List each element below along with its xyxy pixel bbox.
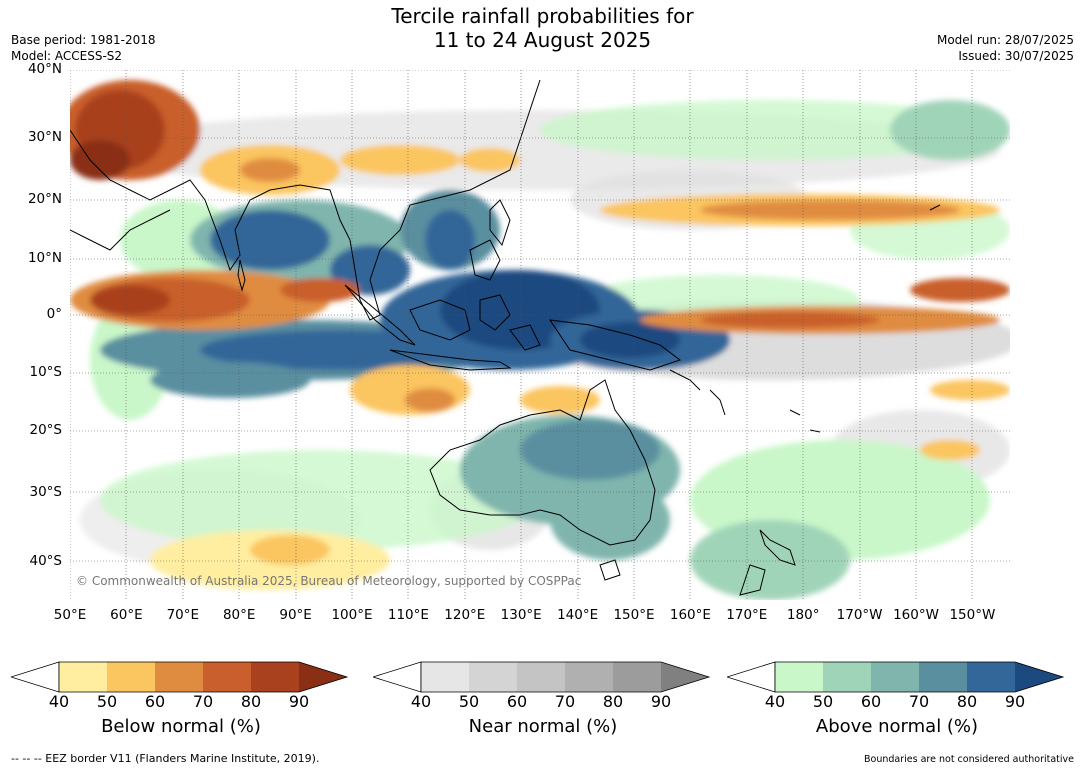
colorbar-segment	[203, 662, 251, 692]
colorbar-max-extend	[299, 662, 347, 692]
title-line-2: 11 to 24 August 2025	[433, 28, 652, 52]
colorbar-tick-label: 60	[144, 692, 166, 711]
colorbar-segment	[613, 662, 661, 692]
colorbar: 40 50 60 70 80 90 Near normal (%)	[371, 660, 713, 737]
colorbar-tick-label: 80	[956, 692, 978, 711]
copyright-note: © Commonwealth of Australia 2025, Bureau…	[76, 574, 582, 588]
colorbar-title: Below normal (%)	[101, 716, 261, 737]
colorbar-tick-label: 40	[764, 692, 786, 711]
colorbar-segment	[59, 662, 107, 692]
colorbar-segment	[517, 662, 565, 692]
colorbar-tick-label: 60	[506, 692, 528, 711]
lon-label: 60°E	[110, 607, 143, 623]
colorbar-segment	[155, 662, 203, 692]
chart-title: Tercile rainfall probabilities for 11 to…	[0, 4, 1085, 52]
colorbar-segment	[919, 662, 967, 692]
lon-label: 70°E	[166, 607, 200, 623]
colorbar-tick-label: 80	[240, 692, 262, 711]
lat-label: 30°S	[29, 484, 63, 500]
lon-label: 80°E	[222, 607, 256, 623]
title-line-1: Tercile rainfall probabilities for	[391, 4, 694, 28]
colorbar: 40 50 60 70 80 90 Above normal (%)	[725, 660, 1067, 737]
gridlines	[70, 70, 1010, 600]
lat-label: 30°N	[27, 129, 62, 145]
lon-label: 180°	[786, 607, 820, 623]
coastlines	[70, 79, 941, 596]
colorbar-tick-label: 40	[48, 692, 70, 711]
colorbar-tick-label: 50	[96, 692, 118, 711]
colorbar-title: Above normal (%)	[815, 716, 979, 737]
colorbar-max-extend	[1015, 662, 1063, 692]
lon-label: 110°E	[387, 607, 429, 623]
meta-left: Base period: 1981-2018 Model: ACCESS-S2	[11, 32, 156, 64]
lat-label: 40°S	[29, 553, 63, 569]
colorbar-segment	[565, 662, 613, 692]
lat-label: 20°S	[29, 422, 63, 438]
colorbar-min-extend	[725, 661, 776, 693]
colorbar-tick-label: 40	[410, 692, 432, 711]
model-text: Model: ACCESS-S2	[11, 49, 123, 63]
colorbar-tick-label: 60	[860, 692, 882, 711]
lon-label: 150°W	[949, 607, 996, 623]
base-period-text: Base period: 1981-2018	[11, 33, 156, 47]
colorbar-tick-label: 70	[554, 692, 576, 711]
colorbar-tick-label: 50	[812, 692, 834, 711]
colorbar: 40 50 60 70 80 90 Below normal (%)	[9, 660, 351, 737]
lat-label: 10°S	[29, 364, 63, 380]
lat-label: 20°N	[27, 191, 62, 207]
model-run-text: Model run: 28/07/2025	[936, 33, 1074, 47]
colorbar-outline	[420, 661, 711, 693]
colorbar-tick-label: 70	[192, 692, 214, 711]
probability-field	[70, 80, 1010, 600]
colorbar-swatches	[9, 661, 349, 693]
lon-label: 140°E	[557, 607, 599, 623]
lon-label: 120°E	[444, 607, 486, 623]
colorbar-segment	[775, 662, 823, 692]
lat-label: 40°N	[27, 61, 62, 77]
colorbar-tick-label: 50	[458, 692, 480, 711]
colorbar-segment	[967, 662, 1015, 692]
lon-label: 160°E	[669, 607, 711, 623]
colorbar-title: Near normal (%)	[468, 716, 618, 737]
lon-label: 50°E	[53, 607, 87, 623]
colorbar-outline	[58, 661, 349, 693]
colorbar-segment	[469, 662, 517, 692]
colorbar-tick-label: 80	[602, 692, 624, 711]
lon-label: 100°E	[331, 607, 373, 623]
colorbar-min-extend	[9, 661, 60, 693]
lon-label: 150°E	[613, 607, 655, 623]
colorbar-swatches	[725, 661, 1065, 693]
colorbar-segment	[251, 662, 299, 692]
colorbar-tick-label: 90	[650, 692, 672, 711]
colorbar-segment	[871, 662, 919, 692]
colorbar-segment	[823, 662, 871, 692]
colorbar-tick-label: 70	[908, 692, 930, 711]
lon-label: 170°W	[836, 607, 883, 623]
colorbar-outline	[774, 661, 1065, 693]
lat-label: 0°	[46, 306, 62, 322]
colorbar-segment	[107, 662, 155, 692]
issued-text: Issued: 30/07/2025	[958, 49, 1074, 63]
lon-label: 90°E	[279, 607, 312, 623]
colorbar-segment	[421, 662, 469, 692]
lon-label: 130°E	[500, 607, 542, 623]
colorbar-max-extend	[661, 662, 709, 692]
boundaries-note: Boundaries are not considered authoritat…	[864, 754, 1074, 765]
lat-label: 10°N	[27, 250, 62, 266]
colorbar-tick-label: 90	[1004, 692, 1026, 711]
colorbar-swatches	[371, 661, 711, 693]
probability-map	[70, 70, 1010, 600]
lon-label: 160°W	[893, 607, 939, 623]
colorbar-tick-label: 90	[288, 692, 310, 711]
eez-border-note: -- -- -- EEZ border V11 (Flanders Marine…	[11, 752, 320, 765]
lon-label: 170°E	[726, 607, 768, 623]
colorbar-min-extend	[371, 661, 422, 693]
meta-right: Model run: 28/07/2025 Issued: 30/07/2025	[937, 32, 1074, 64]
